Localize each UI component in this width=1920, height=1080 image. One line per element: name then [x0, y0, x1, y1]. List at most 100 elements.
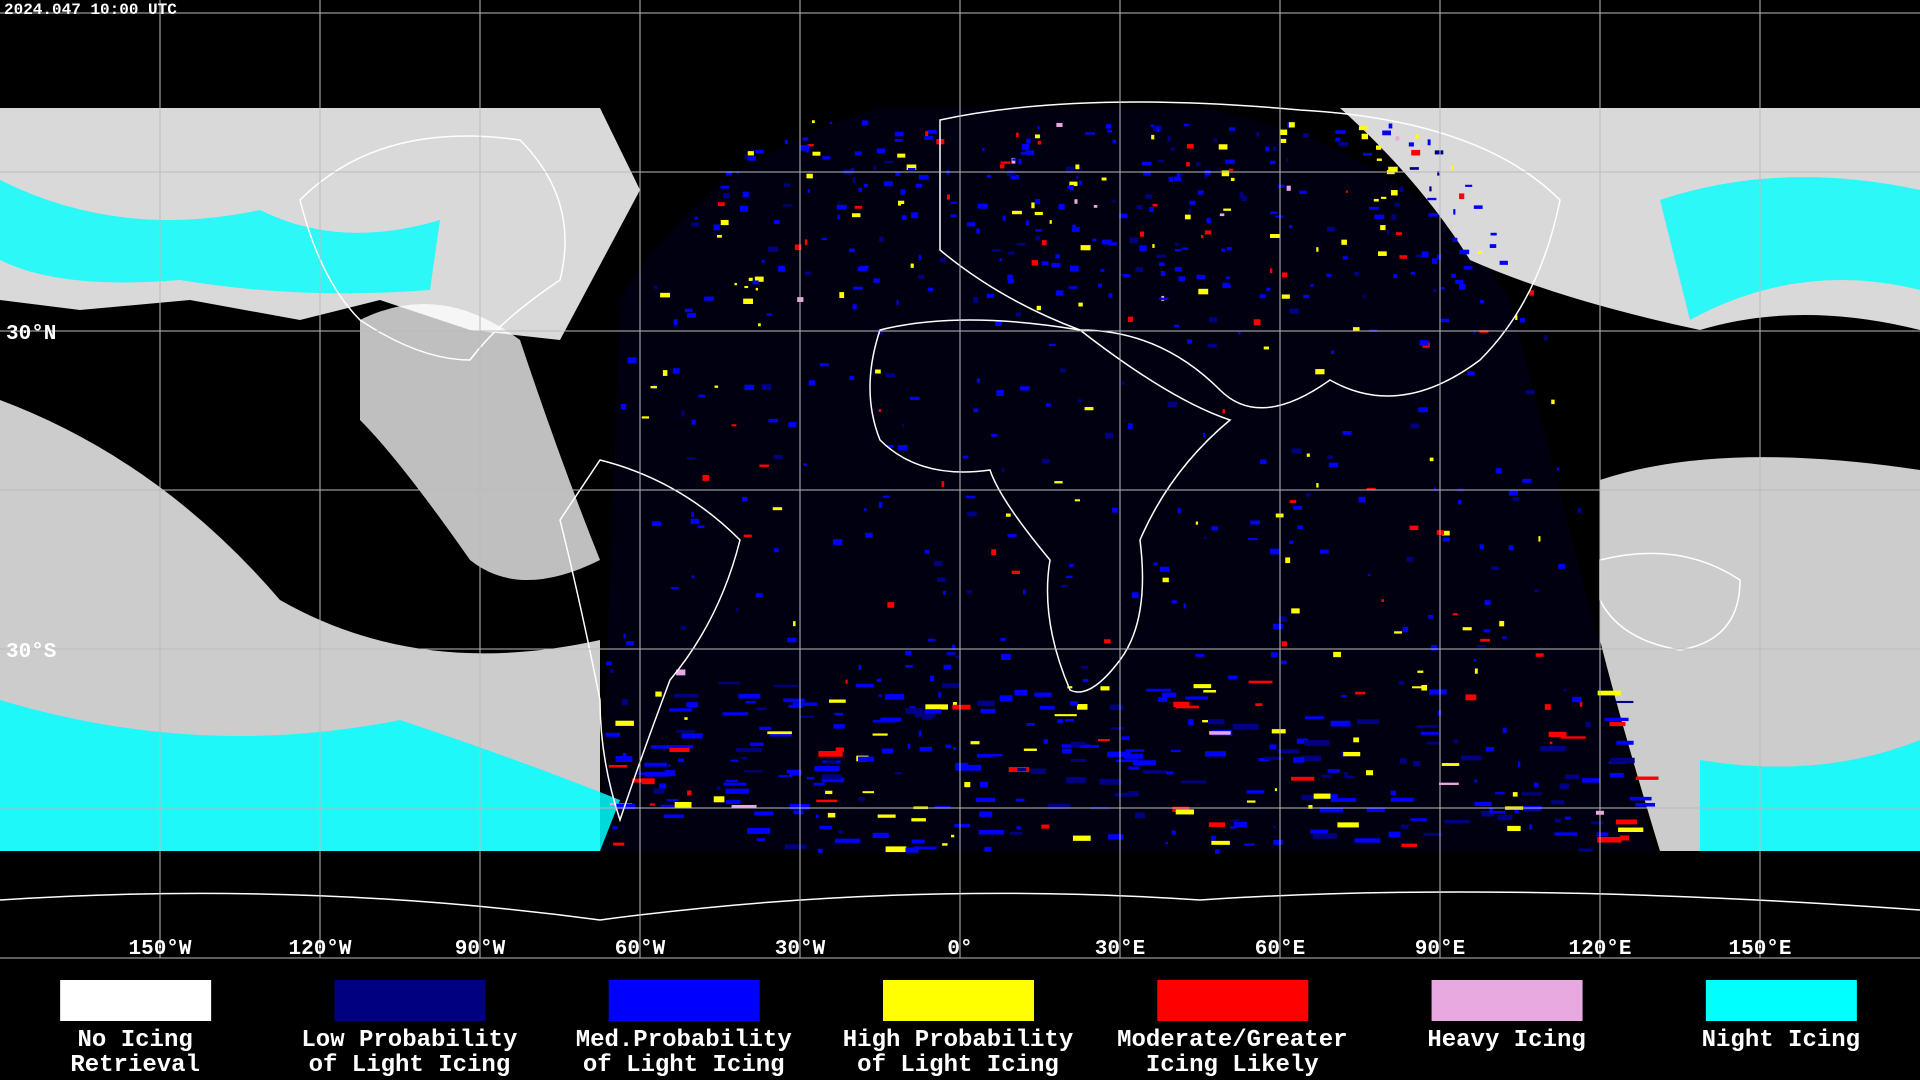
- icing-speckle: [1074, 199, 1078, 204]
- icing-speckle: [1061, 744, 1072, 748]
- icing-speckle: [952, 704, 971, 710]
- icing-speckle: [725, 171, 733, 176]
- icing-speckle: [725, 800, 741, 805]
- icing-speckle: [955, 762, 968, 768]
- icing-speckle: [1007, 274, 1013, 281]
- icing-speckle: [1108, 293, 1113, 298]
- icing-speckle: [627, 357, 637, 364]
- icing-speckle: [1213, 138, 1217, 142]
- icing-speckle: [1453, 209, 1456, 215]
- icing-speckle: [745, 700, 756, 704]
- icing-speckle: [806, 173, 813, 179]
- icing-speckle: [1121, 381, 1125, 385]
- icing-speckle: [1352, 327, 1360, 331]
- icing-speckle: [1286, 185, 1291, 191]
- icing-speckle: [1167, 135, 1171, 142]
- icing-speckle: [996, 390, 1004, 397]
- icing-speckle: [812, 151, 821, 156]
- icing-speckle: [1577, 507, 1582, 514]
- icing-speckle: [1326, 274, 1332, 277]
- icing-speckle: [1181, 247, 1189, 250]
- icing-speckle: [713, 796, 725, 803]
- icing-speckle: [1502, 636, 1508, 639]
- icing-speckle: [1529, 824, 1533, 830]
- icing-speckle: [613, 842, 625, 846]
- icing-speckle: [1473, 205, 1483, 209]
- icing-speckle: [1289, 500, 1297, 503]
- icing-speckle: [1037, 126, 1040, 129]
- icing-speckle: [1047, 803, 1071, 810]
- icing-speckle: [1320, 549, 1329, 554]
- icing-speckle: [680, 625, 687, 630]
- icing-speckle: [1129, 237, 1138, 244]
- icing-speckle: [1453, 739, 1458, 744]
- icing-speckle: [1146, 688, 1171, 692]
- icing-speckle: [865, 532, 873, 538]
- icing-speckle: [1585, 721, 1591, 728]
- icing-speckle: [1069, 701, 1078, 706]
- icing-speckle: [927, 638, 936, 641]
- icing-speckle: [858, 756, 875, 762]
- icing-speckle: [1031, 260, 1038, 266]
- icing-speckle: [1072, 224, 1077, 228]
- icing-speckle: [820, 363, 829, 367]
- icing-speckle: [1410, 272, 1415, 275]
- icing-speckle: [922, 716, 933, 720]
- icing-speckle: [1554, 818, 1561, 823]
- icing-speckle: [1517, 761, 1521, 768]
- icing-speckle: [1239, 192, 1244, 199]
- icing-speckle: [1409, 525, 1419, 531]
- icing-speckle: [836, 204, 847, 210]
- icing-speckle: [911, 212, 919, 219]
- longitude-label: 90°W: [455, 938, 506, 961]
- icing-speckle: [783, 698, 805, 703]
- icing-speckle: [1230, 826, 1237, 829]
- icing-speckle: [1409, 167, 1419, 170]
- icing-speckle: [671, 587, 679, 590]
- icing-speckle: [1312, 833, 1338, 839]
- icing-speckle: [1074, 499, 1080, 502]
- icing-speckle: [1151, 134, 1155, 140]
- icing-speckle: [942, 843, 948, 846]
- icing-speckle: [1388, 166, 1398, 173]
- icing-speckle: [1076, 176, 1079, 179]
- icing-speckle: [1299, 190, 1307, 195]
- icing-speckle: [1045, 403, 1051, 407]
- icing-speckle: [1316, 483, 1319, 488]
- icing-speckle: [1145, 194, 1153, 199]
- icing-speckle: [918, 730, 922, 737]
- icing-speckle: [655, 691, 662, 697]
- icing-speckle: [1078, 180, 1083, 185]
- icing-speckle: [911, 839, 925, 843]
- icing-speckle: [782, 204, 793, 207]
- icing-speckle: [873, 165, 877, 170]
- icing-speckle: [1250, 520, 1261, 525]
- icing-speckle: [994, 321, 1002, 327]
- icing-speckle: [1209, 317, 1218, 323]
- icing-speckle: [1228, 168, 1234, 171]
- icing-speckle: [1221, 248, 1225, 252]
- icing-speckle: [1293, 757, 1305, 763]
- icing-speckle: [1281, 272, 1288, 278]
- icing-speckle: [1514, 810, 1519, 814]
- icing-speckle: [678, 758, 685, 763]
- icing-speckle: [1020, 152, 1026, 155]
- icing-speckle: [936, 577, 946, 583]
- icing-speckle: [1175, 809, 1194, 815]
- icing-speckle: [853, 286, 863, 290]
- legend-label: Heavy Icing: [1427, 1027, 1585, 1054]
- night-cloud-field: [1700, 740, 1920, 851]
- icing-speckle: [1072, 227, 1080, 232]
- icing-speckle: [1226, 276, 1231, 279]
- icing-speckle: [1291, 448, 1302, 454]
- icing-speckle: [1152, 244, 1155, 248]
- icing-speckle: [1512, 497, 1520, 501]
- icing-speckle: [1036, 305, 1041, 311]
- icing-speckle: [943, 591, 946, 595]
- icing-speckle: [1256, 131, 1260, 137]
- icing-speckle: [792, 702, 818, 706]
- icing-speckle: [1399, 758, 1407, 764]
- icing-speckle: [1354, 271, 1359, 276]
- icing-speckle: [1221, 170, 1230, 177]
- icing-speckle: [1278, 184, 1285, 188]
